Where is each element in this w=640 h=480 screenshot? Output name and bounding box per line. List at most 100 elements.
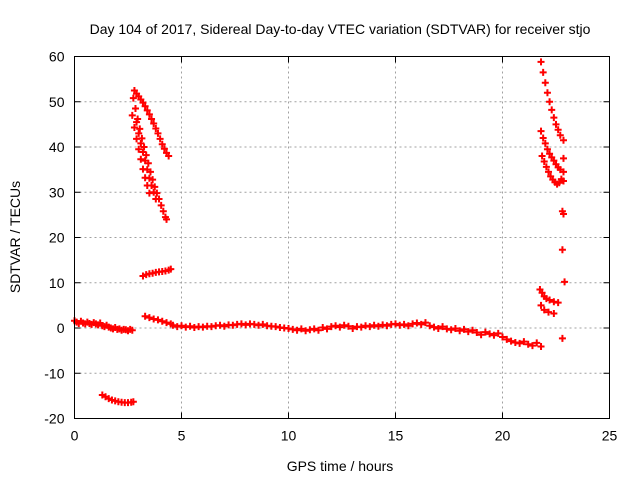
data-point [129, 398, 137, 406]
data-point [154, 316, 162, 324]
gridlines [74, 56, 610, 419]
data-point [554, 299, 562, 307]
series-late-low-cluster [536, 286, 562, 318]
data-point [314, 326, 322, 334]
data-point [460, 325, 468, 333]
data-point [366, 323, 374, 331]
data-point [434, 324, 442, 332]
x-tick-label: 15 [388, 428, 404, 444]
data-point [469, 326, 477, 334]
data-point [473, 329, 481, 337]
data-point [558, 246, 566, 254]
data-point [400, 320, 408, 328]
data-point [158, 140, 166, 148]
x-axis-label: GPS time / hours [287, 458, 394, 474]
data-point [545, 168, 553, 176]
data-point [186, 322, 194, 330]
data-point [135, 129, 143, 137]
data-point [541, 79, 549, 87]
data-point [336, 323, 344, 331]
data-point [499, 333, 506, 341]
data-point [481, 328, 489, 336]
data-point [421, 319, 429, 327]
data-point [141, 157, 149, 165]
data-point [520, 338, 528, 346]
y-tick-label: 60 [49, 49, 65, 65]
data-point [129, 94, 137, 102]
x-tick-labels: 0 5 10 15 20 25 [71, 428, 618, 444]
data-point [537, 58, 545, 66]
data-point [451, 324, 459, 332]
data-point [135, 145, 143, 153]
y-tick-label: -20 [44, 411, 64, 427]
data-point [559, 168, 567, 176]
series-mid-arc [139, 265, 175, 280]
chart-title: Day 104 of 2017, Sidereal Day-to-day VTE… [90, 21, 591, 37]
data-point [165, 152, 173, 160]
data-point [413, 319, 421, 327]
data-point [447, 326, 455, 334]
data-point [332, 322, 340, 330]
data-point [130, 124, 138, 132]
data-point [548, 106, 556, 114]
data-point [540, 306, 548, 314]
x-tick-label: 0 [71, 428, 79, 444]
data-point [507, 337, 515, 345]
data-point [141, 312, 149, 320]
series-near-zero-step [141, 312, 175, 328]
y-tick-label: 20 [49, 230, 65, 246]
data-point [541, 139, 549, 147]
data-point [139, 148, 147, 156]
data-point [128, 326, 136, 334]
data-point [163, 215, 171, 223]
data-point [152, 195, 160, 203]
y-tick-label: -10 [44, 365, 64, 381]
data-point [404, 322, 412, 330]
data-point [456, 327, 464, 335]
data-point [143, 106, 151, 114]
data-point [167, 320, 175, 328]
data-point [163, 319, 171, 327]
data-point [220, 322, 228, 330]
data-point [561, 278, 569, 286]
data-point [259, 320, 267, 328]
data-point [167, 265, 175, 273]
data-point [537, 301, 545, 309]
data-point [537, 343, 545, 351]
data-point [145, 314, 153, 322]
data-point [152, 124, 160, 132]
data-point [156, 135, 164, 143]
data-point [293, 326, 301, 334]
y-axis-label: SDTVAR / TECUs [7, 181, 23, 293]
data-point [128, 111, 136, 119]
x-tick-label: 20 [495, 428, 511, 444]
data-point [160, 145, 168, 153]
y-tick-label: 50 [49, 94, 65, 110]
data-point [556, 131, 564, 139]
data-point [537, 127, 545, 135]
series-steep-arc-1 [130, 86, 173, 160]
series-steep-arc-4 [133, 118, 160, 203]
data-point [550, 310, 558, 318]
data-point [148, 181, 156, 189]
data-point [154, 129, 162, 137]
data-point [133, 135, 141, 143]
data-point [559, 154, 567, 162]
series-late-arc-3 [538, 152, 567, 188]
series-late-arc-2 [537, 127, 567, 176]
series-baseline [71, 317, 545, 351]
data-point [503, 335, 511, 343]
y-tick-label: 10 [49, 275, 65, 291]
data-point [539, 68, 547, 76]
data-point [139, 99, 147, 107]
data-point [140, 143, 148, 151]
data-point [538, 289, 546, 297]
data-point [143, 166, 151, 174]
plot-frame [74, 56, 610, 419]
data-point [374, 322, 382, 330]
data-point [545, 308, 553, 316]
data-point [559, 177, 567, 185]
data-point [357, 323, 365, 331]
data-point [538, 152, 546, 160]
